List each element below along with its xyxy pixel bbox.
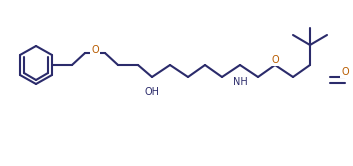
Text: O: O (341, 67, 349, 77)
Text: NH: NH (233, 77, 247, 87)
Text: O: O (91, 45, 99, 55)
Text: OH: OH (144, 87, 160, 97)
Text: O: O (271, 55, 279, 65)
